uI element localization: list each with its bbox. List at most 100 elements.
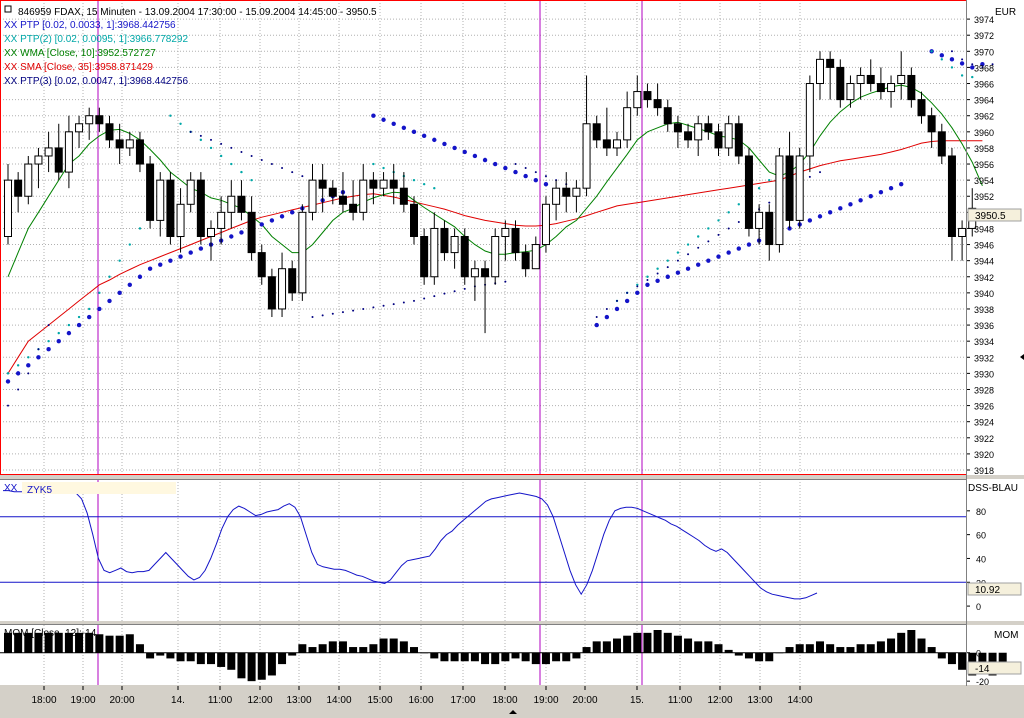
oscillator-axis-background <box>967 479 1024 621</box>
ptp-point <box>930 50 933 53</box>
ptp-point <box>230 146 233 149</box>
ptp-point <box>737 203 740 206</box>
legend-text: PTP(3) [0.02, 0.0047, 1]:3968.442756 <box>20 76 188 87</box>
candle-body <box>95 115 104 125</box>
candle-body <box>54 147 63 173</box>
time-cursor-icon[interactable] <box>509 710 517 714</box>
candle-body <box>623 107 632 141</box>
ptp-point <box>108 275 111 278</box>
momentum-bar <box>186 652 195 662</box>
price-tick-label: 3926 <box>974 402 994 412</box>
candle-body <box>866 74 875 85</box>
ptp-point <box>950 50 953 53</box>
ptp-point <box>635 290 640 296</box>
time-tick-label: 18:00 <box>31 695 56 706</box>
header-icon[interactable] <box>4 5 12 13</box>
ptp-point <box>269 218 275 223</box>
candle-body <box>694 123 703 141</box>
ptp-point <box>321 314 324 317</box>
candle-body <box>836 66 845 101</box>
ptp-point <box>626 291 629 294</box>
ptp-point <box>137 274 143 279</box>
ptp-point <box>341 311 344 314</box>
ptp-point <box>412 178 416 182</box>
ptp-point <box>827 210 833 215</box>
ptp-point <box>443 292 446 295</box>
ptp-point <box>250 178 253 182</box>
price-tick-label: 3958 <box>974 144 994 154</box>
candle-body <box>684 131 693 141</box>
ptp-point <box>676 259 679 262</box>
momentum-bar <box>420 652 429 654</box>
candle-body <box>927 115 936 133</box>
ptp-point <box>646 278 649 281</box>
price-tick-label: 3932 <box>974 353 994 363</box>
candle-body <box>176 203 185 238</box>
candle-body <box>663 107 672 125</box>
scroll-marker-icon[interactable] <box>1020 354 1024 360</box>
ptp-point <box>482 157 488 163</box>
legend-text: PTP [0.02, 0.0033, 1]:3968.442756 <box>20 20 176 31</box>
ptp-point <box>229 234 234 239</box>
ptp-point <box>523 173 528 179</box>
ptp-point <box>250 154 253 157</box>
price-tick-label: 3934 <box>974 337 994 347</box>
candle-body <box>44 147 53 157</box>
momentum-bar <box>257 652 266 680</box>
ptp-point <box>636 285 639 288</box>
ptp-point <box>685 266 691 271</box>
momentum-bar <box>907 630 916 653</box>
oscillator-axis-name: DSS-BLAU <box>968 483 1018 494</box>
ptp-point <box>707 240 710 243</box>
ptp-point <box>5 379 11 384</box>
ptp-point <box>77 315 81 319</box>
momentum-bar <box>592 641 601 653</box>
ptp-point <box>503 165 508 171</box>
ptp-point <box>158 262 163 267</box>
candle-body <box>156 179 165 221</box>
candle-body <box>633 91 642 109</box>
momentum-bar <box>826 644 835 653</box>
ptp-point <box>513 169 518 175</box>
time-tick-label: 15. <box>630 695 644 706</box>
legend-entry: XX PTP(3) [0.02, 0.0047, 1]:3968.442756 <box>4 76 188 87</box>
time-tick-label: 11:00 <box>208 695 233 706</box>
time-tick-label: 11:00 <box>668 695 693 706</box>
price-panel-background[interactable] <box>0 0 966 475</box>
momentum-bar <box>816 641 824 653</box>
candle-body <box>562 187 571 197</box>
ptp-point <box>432 137 437 143</box>
ptp-point <box>981 66 984 69</box>
candle-body <box>389 179 398 189</box>
ptp-point <box>604 314 610 320</box>
momentum-bar <box>958 652 967 670</box>
ptp-point <box>423 297 426 300</box>
candle-body <box>257 252 266 278</box>
candle-body <box>207 227 215 237</box>
price-tick-label: 3952 <box>974 192 994 202</box>
momentum-bar <box>562 652 571 662</box>
ptp-point <box>36 355 41 360</box>
ptp-point <box>422 182 426 186</box>
oscillator-panel-background[interactable] <box>0 479 966 621</box>
momentum-bar <box>937 652 946 659</box>
ptp-point <box>605 307 608 310</box>
ptp-point <box>311 316 314 319</box>
time-tick-label: 14:00 <box>326 695 351 706</box>
ptp-point <box>98 291 101 295</box>
price-tick-label: 3920 <box>974 450 994 460</box>
ptp-point <box>675 270 681 275</box>
candle-body <box>724 123 733 149</box>
ptp-point <box>413 299 415 302</box>
ptp-point <box>697 246 700 249</box>
time-tick-label: 20:00 <box>109 695 134 706</box>
ptp-point <box>858 198 863 203</box>
ptp-point <box>544 175 547 178</box>
momentum-bar <box>613 638 621 653</box>
ptp-point <box>819 171 821 174</box>
candle-body <box>541 203 550 246</box>
ptp-point <box>727 227 730 230</box>
candle-body <box>247 211 256 254</box>
